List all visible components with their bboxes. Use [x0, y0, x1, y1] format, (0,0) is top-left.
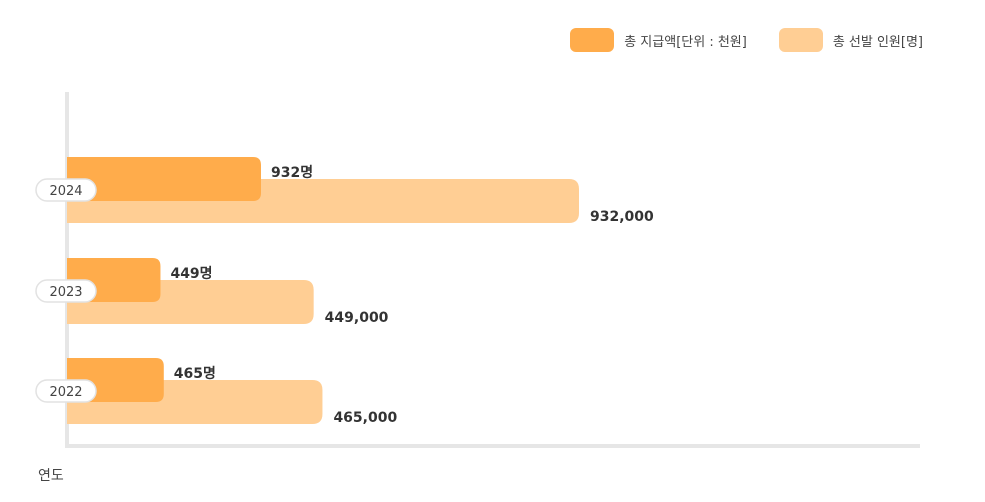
legend-swatch-total-payment [570, 28, 615, 52]
data-label-count-2024: 932명 [271, 164, 313, 181]
data-label-count-2023: 449명 [170, 265, 212, 282]
tick-label-2024: 2024 [49, 184, 82, 199]
axis-label-year: 연도 [38, 468, 64, 484]
legend-item-total-payment: 총 지급액[단위 : 천원] [570, 28, 747, 52]
data-label-count-2022: 465명 [174, 365, 216, 382]
legend-label-total-selected: 총 선발 인원[명] [832, 34, 923, 50]
data-label-payment-2024: 932,000 [590, 209, 654, 225]
year-pill-2023 [35, 279, 97, 303]
tick-label-2023: 2023 [49, 285, 82, 300]
legend-item-total-selected: 총 선발 인원[명] [778, 28, 923, 52]
legend-label-total-payment: 총 지급액[단위 : 천원] [624, 34, 747, 50]
data-label-payment-2022: 465,000 [333, 410, 397, 426]
legend-swatch-total-selected [778, 28, 823, 52]
year-pill-2024 [35, 178, 97, 202]
bar-count-2024 [67, 157, 261, 201]
tick-label-2022: 2022 [49, 385, 82, 400]
year-pill-2022 [35, 379, 97, 403]
chart-legend: 총 지급액[단위 : 천원] 총 선발 인원[명] [570, 28, 923, 52]
data-label-payment-2023: 449,000 [325, 310, 389, 326]
